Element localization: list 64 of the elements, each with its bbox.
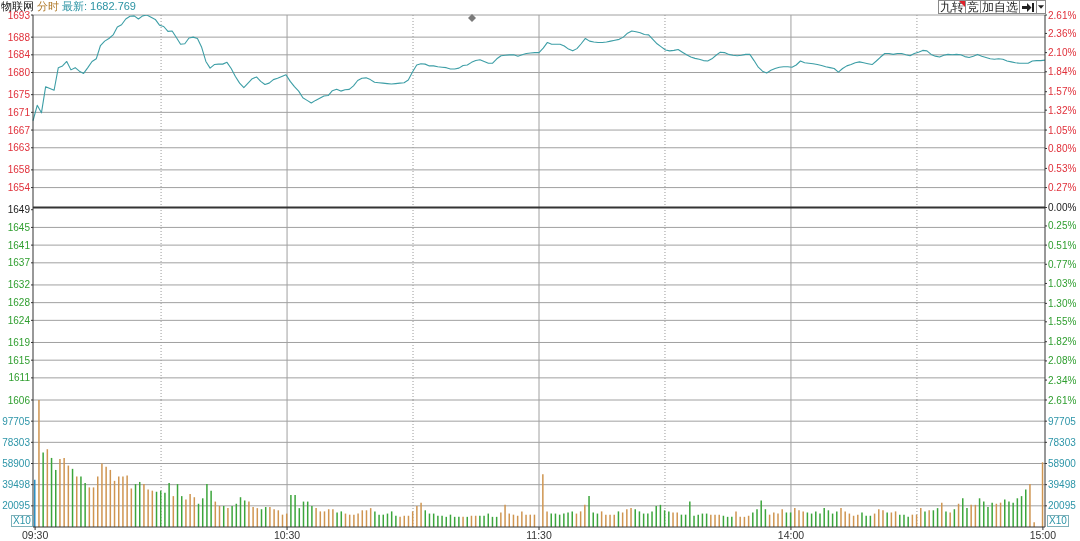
y-tick-label: 1645 xyxy=(7,221,31,233)
x-tick-label: 10:30 xyxy=(273,528,301,541)
text: 最新: 1682.769 xyxy=(62,0,136,12)
y2-tick-label: 2.61% xyxy=(1048,9,1077,21)
y-tick-label: 97705 xyxy=(2,415,31,427)
y2-tick-label: 0.77% xyxy=(1048,258,1077,270)
button: 加自选 xyxy=(980,0,1019,14)
y2-tick-label: 20095 xyxy=(1048,500,1077,512)
y2-tick-label: 2.10% xyxy=(1048,47,1077,59)
y-tick-label: 78303 xyxy=(2,436,31,448)
y2-tick-label: 1.30% xyxy=(1048,297,1077,309)
y-tick-label: 1615 xyxy=(7,354,31,366)
x-tick-label: 15:00 xyxy=(1029,528,1057,541)
y-tick-label: 1667 xyxy=(7,124,31,136)
y-tick-label: 1641 xyxy=(7,239,31,251)
y-tick-label: 39498 xyxy=(2,479,31,491)
y-tick-label: 1606 xyxy=(7,394,31,406)
y-tick-label: 1619 xyxy=(7,336,31,348)
y-tick-label: 1658 xyxy=(7,164,31,176)
y2-tick-label: 78303 xyxy=(1048,436,1077,448)
y-tick-label: 1671 xyxy=(7,106,31,118)
y-tick-label: 20095 xyxy=(2,500,31,512)
y2-tick-label: 1.55% xyxy=(1048,316,1077,328)
y-axis-title: X10 xyxy=(11,515,33,527)
y-tick-label: 1624 xyxy=(7,314,31,326)
y-tick-label: 1684 xyxy=(7,49,31,61)
y2-tick-label: 1.82% xyxy=(1048,336,1077,348)
chart-subtitle: 分时 xyxy=(37,0,59,12)
y2-axis-title: X10 xyxy=(1047,515,1069,527)
y2-tick-label: 2.08% xyxy=(1048,355,1077,367)
y-tick-label: 58900 xyxy=(2,458,31,469)
y-tick-label: 1680 xyxy=(7,67,31,79)
y2-tick-label: 2.36% xyxy=(1048,27,1077,39)
y2-tick-label: 1.32% xyxy=(1048,104,1077,116)
y2-tick-label: 2.61% xyxy=(1048,394,1077,406)
y2-tick-label: 1.05% xyxy=(1048,124,1077,136)
chart-title: 物联网 xyxy=(1,0,34,12)
x-tick-label: 11:30 xyxy=(526,528,552,541)
button: 九转 xyxy=(938,0,965,14)
button: 竞 xyxy=(965,0,980,14)
x-tick-label: 09:30 xyxy=(21,528,49,541)
y2-tick-label: 0.27% xyxy=(1048,182,1077,194)
y-tick-label: 1637 xyxy=(7,257,31,269)
y-tick-label: 1632 xyxy=(7,279,31,291)
y-tick-label: 1611 xyxy=(8,372,31,384)
y2-tick-label: 0.25% xyxy=(1048,220,1077,232)
y-tick-label: 1675 xyxy=(7,89,31,101)
y2-tick-label: 39498 xyxy=(1048,479,1077,491)
y2-tick-label: 0.00% xyxy=(1048,202,1077,213)
y2-tick-label: 97705 xyxy=(1048,415,1077,427)
y2-tick-label: 58900 xyxy=(1048,458,1077,469)
y-tick-label: 1654 xyxy=(7,182,31,194)
y2-tick-label: 1.57% xyxy=(1048,86,1077,98)
y2-tick-label: 2.34% xyxy=(1048,374,1077,386)
y-tick-label: 1628 xyxy=(7,297,31,309)
y2-tick-label: 1.84% xyxy=(1048,66,1077,78)
y-tick-label: 1649 xyxy=(7,204,31,216)
y2-tick-label: 1.03% xyxy=(1048,277,1077,289)
x-tick-label: 14:00 xyxy=(777,528,805,541)
y2-tick-label: 0.80% xyxy=(1048,143,1077,154)
y-tick-label: 1663 xyxy=(7,142,31,154)
y2-tick-label: 0.53% xyxy=(1048,162,1077,174)
y2-tick-label: 0.51% xyxy=(1048,239,1077,251)
y-tick-label: 1688 xyxy=(7,31,31,43)
